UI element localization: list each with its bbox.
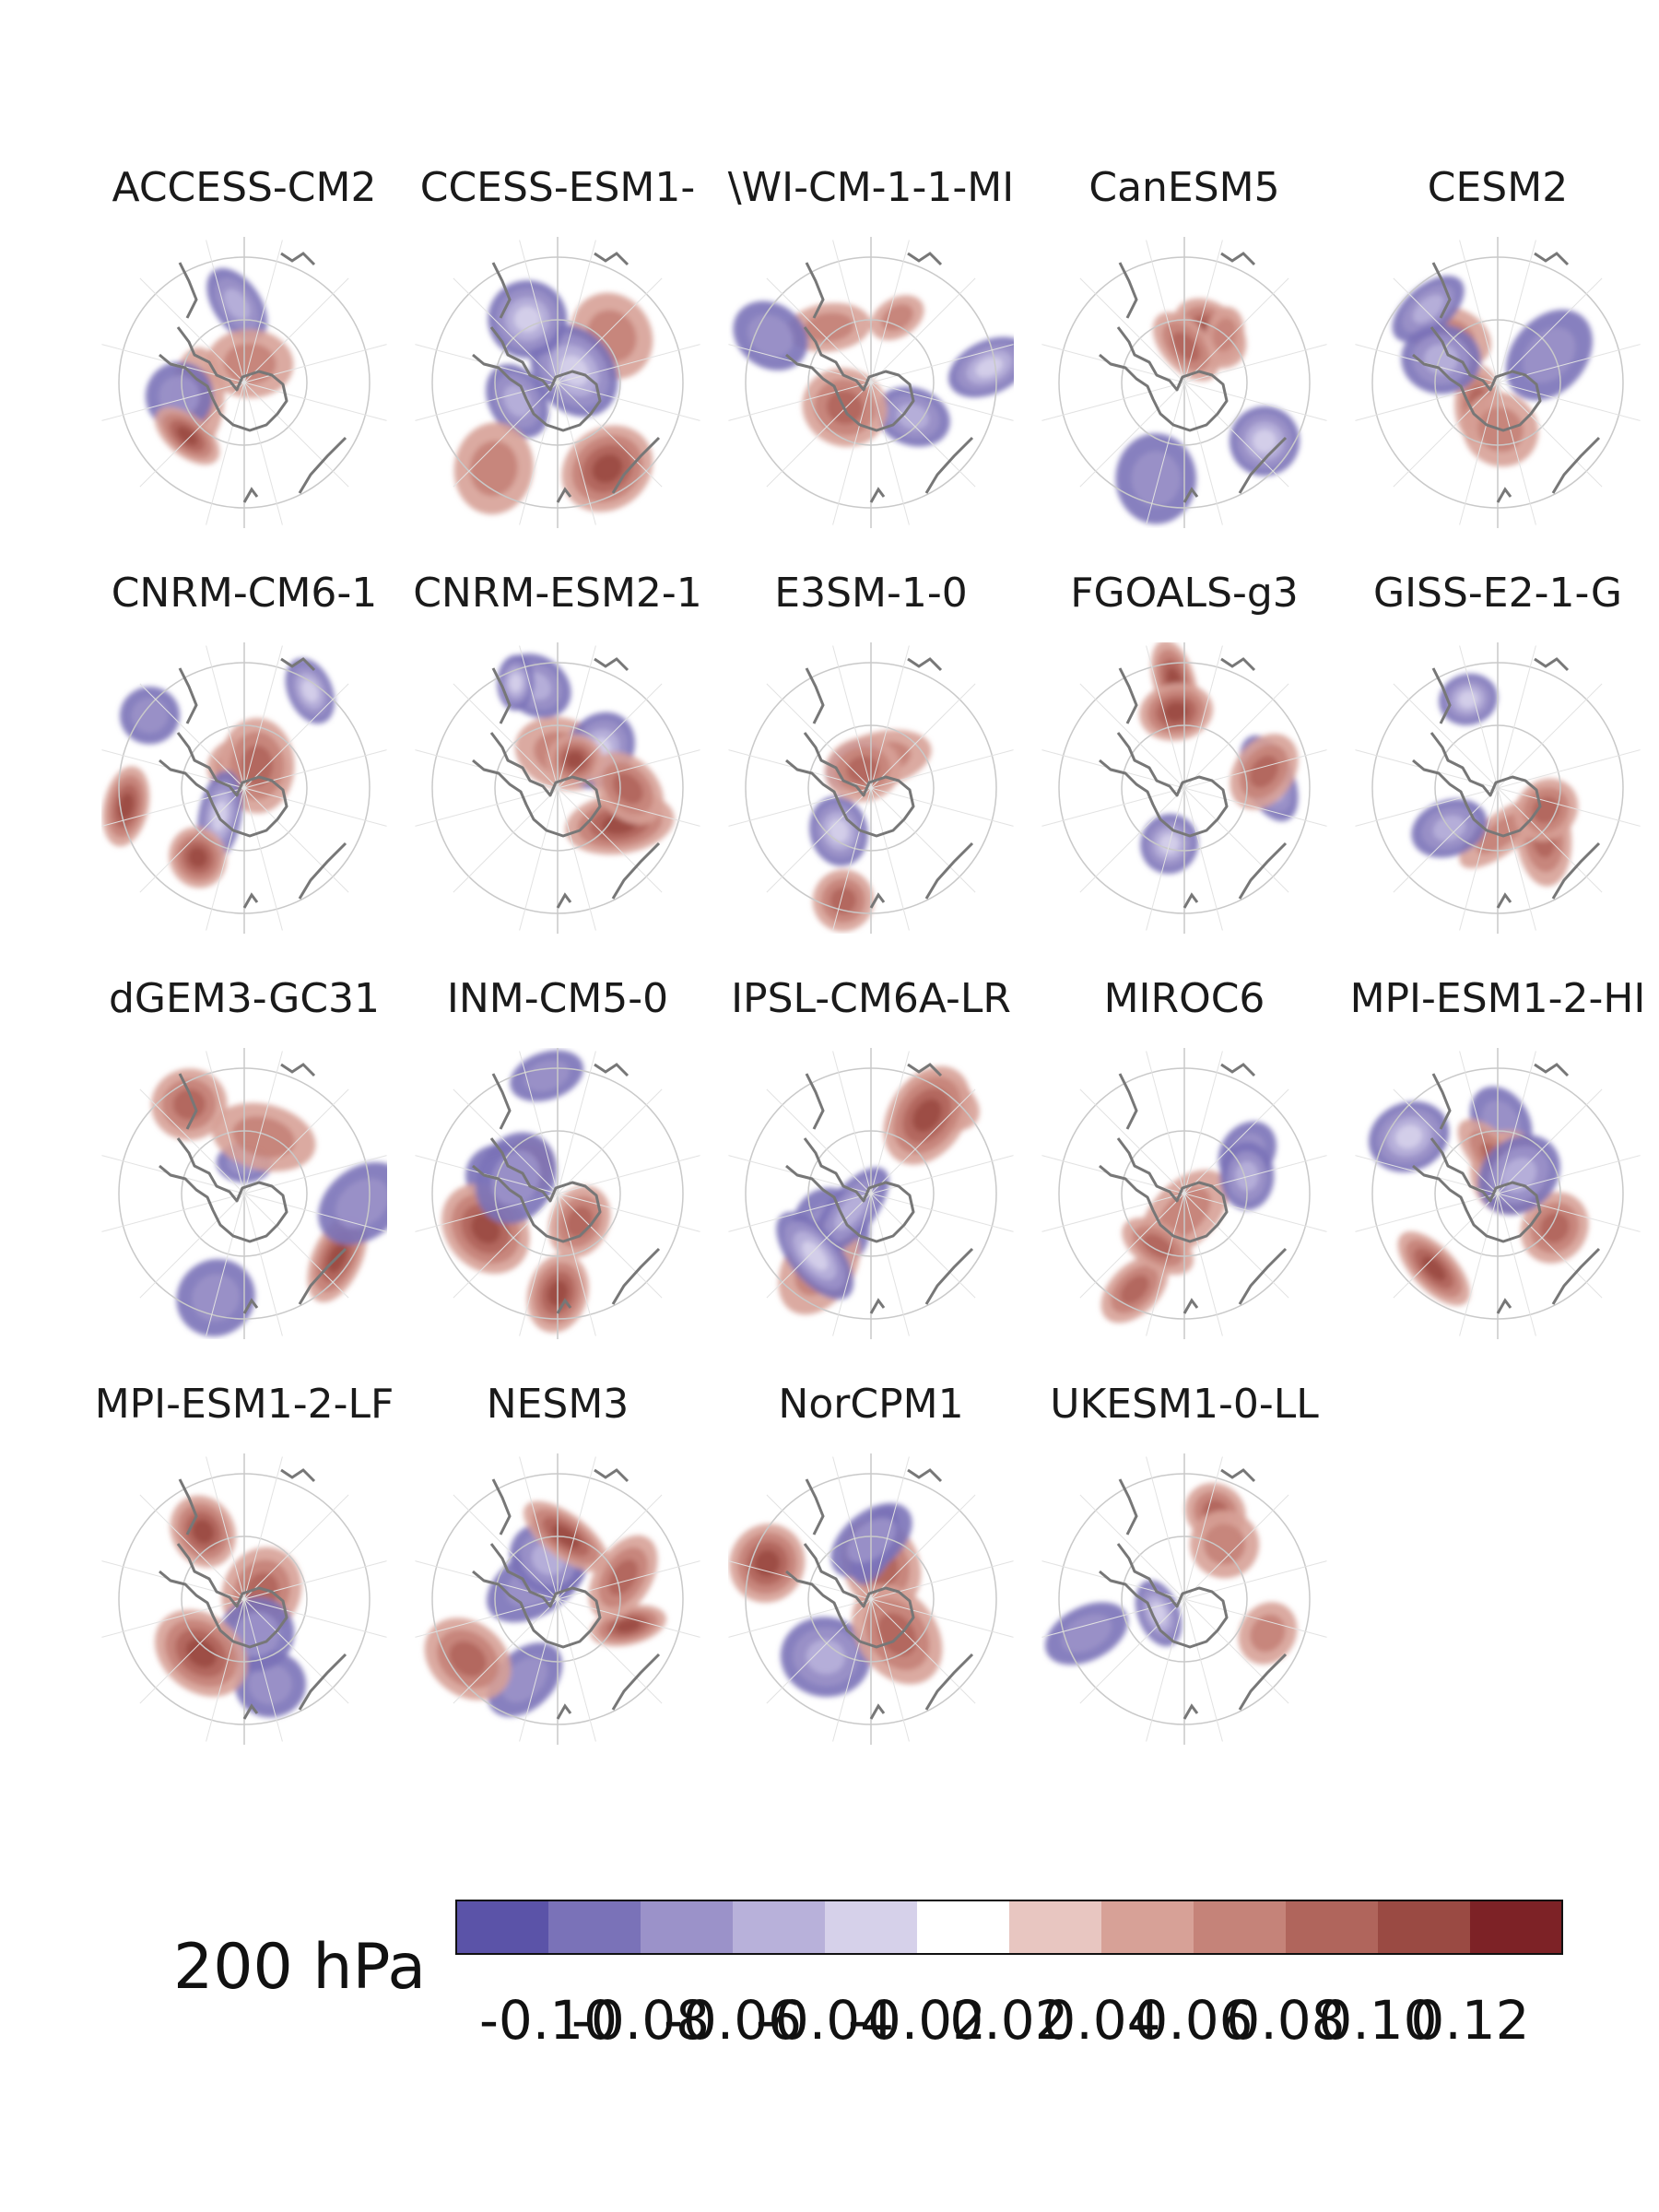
coastline xyxy=(1412,326,1542,432)
map-panel: IPSL-CM6A-LR xyxy=(728,975,1014,1339)
colorbar-tick-label: 0.10 xyxy=(1318,1989,1437,2052)
map-panel: NorCPM1 xyxy=(728,1381,1014,1745)
panel-title: CNRM-ESM2-1 xyxy=(413,570,702,617)
coastline xyxy=(159,326,288,432)
map-panel: MPI-ESM1-2-HI xyxy=(1350,975,1646,1339)
coastline xyxy=(1099,1543,1229,1649)
map-panel: E3SM-1-0 xyxy=(728,570,1014,934)
colorbar-tick-label: 0.06 xyxy=(1134,1989,1253,2052)
panel-title: \WI-CM-1-1-MI xyxy=(728,164,1014,211)
coastline xyxy=(472,1137,602,1243)
colorbar-swatch xyxy=(1009,1900,1102,1954)
colorbar-swatch xyxy=(1194,1900,1287,1954)
anomaly-field xyxy=(424,1500,666,1717)
colorbar-tick-label: -0.06 xyxy=(664,1989,802,2052)
map-panel: CESM2 xyxy=(1355,164,1641,528)
coastline xyxy=(1412,1137,1542,1243)
panel-title: dGEM3-GC31 xyxy=(109,975,380,1022)
coastline xyxy=(785,1137,915,1243)
colorbar-swatch xyxy=(1286,1900,1379,1954)
coastline xyxy=(472,1543,602,1649)
panel-title: CESM2 xyxy=(1428,164,1568,211)
coastline xyxy=(1099,1137,1229,1243)
map-panel: INM-CM5-0 xyxy=(415,975,700,1339)
colorbar-tick-label: -0.02 xyxy=(848,1989,986,2052)
map-panel: CanESM5 xyxy=(1041,164,1327,528)
colorbar-tick-label: 0.02 xyxy=(949,1989,1068,2052)
colorbar-swatch xyxy=(825,1900,918,1954)
anomaly-field xyxy=(145,267,294,465)
colorbar-frame xyxy=(455,1900,1563,1955)
panel-title: MPI-ESM1-2-HI xyxy=(1350,975,1646,1022)
coastline xyxy=(1412,732,1542,838)
panel-title: MPI-ESM1-2-LF xyxy=(95,1381,394,1428)
colorbar-tick-label: 0.12 xyxy=(1410,1989,1529,2052)
colorbar-swatch xyxy=(548,1900,641,1954)
panel-title: CanESM5 xyxy=(1088,164,1279,211)
panel-title: GISS-E2-1-G xyxy=(1373,570,1622,617)
coastline xyxy=(159,732,288,838)
map-panel: MPI-ESM1-2-LF xyxy=(95,1381,394,1745)
coastline xyxy=(785,732,915,838)
map-panel: UKESM1-0-LL xyxy=(1041,1381,1327,1745)
coastline xyxy=(159,1137,288,1243)
coastline xyxy=(1099,326,1229,432)
colorbar-swatch xyxy=(1470,1900,1563,1954)
map-panel: \WI-CM-1-1-MI xyxy=(728,164,1014,528)
coastline xyxy=(1099,732,1229,838)
map-panel: GISS-E2-1-G xyxy=(1355,570,1641,934)
map-panel: CNRM-CM6-1 xyxy=(101,570,387,934)
panel-title: E3SM-1-0 xyxy=(774,570,967,617)
colorbar-tick-label: -0.10 xyxy=(479,1989,618,2052)
panel-title: CNRM-CM6-1 xyxy=(112,570,378,617)
colorbar-swatch xyxy=(1378,1900,1471,1954)
coastline xyxy=(785,1543,915,1649)
map-panel: CCESS-ESM1- xyxy=(415,164,700,528)
map-panel: MIROC6 xyxy=(1041,975,1327,1339)
panel-title: INM-CM5-0 xyxy=(447,975,668,1022)
coastline xyxy=(472,732,602,838)
coastline xyxy=(472,326,602,432)
colorbar-swatch xyxy=(456,1900,549,1954)
map-panel: CNRM-ESM2-1 xyxy=(413,570,702,934)
map-panel: ACCESS-CM2 xyxy=(101,164,387,528)
panel-title: ACCESS-CM2 xyxy=(112,164,377,211)
colorbar-tick-label: 0.08 xyxy=(1226,1989,1345,2052)
panel-title: FGOALS-g3 xyxy=(1070,570,1299,617)
coastline xyxy=(785,326,915,432)
panel-title: CCESS-ESM1- xyxy=(420,164,696,211)
colorbar-tick-label: -0.04 xyxy=(756,1989,894,2052)
panel-title: IPSL-CM6A-LR xyxy=(731,975,1011,1022)
colorbar: 200 hPa -0.10-0.08-0.06-0.04-0.020.020.0… xyxy=(173,1900,1563,2052)
panel-title: UKESM1-0-LL xyxy=(1050,1381,1319,1428)
colorbar-swatch xyxy=(641,1900,734,1954)
map-panel: NESM3 xyxy=(415,1381,700,1745)
map-panel: dGEM3-GC31 xyxy=(101,975,387,1339)
map-panels: ACCESS-CM2 CCESS-ESM1- \WI-CM-1-1-MI CanESM… xyxy=(95,164,1646,1745)
coastline xyxy=(159,1543,288,1649)
panel-title: MIROC6 xyxy=(1104,975,1265,1022)
colorbar-swatch xyxy=(733,1900,826,1954)
colorbar-tick-label: 0.04 xyxy=(1041,1989,1160,2052)
map-panel: FGOALS-g3 xyxy=(1041,570,1327,934)
colorbar-tick-label: -0.08 xyxy=(571,1989,710,2052)
panel-title: NorCPM1 xyxy=(778,1381,963,1428)
colorbar-swatch xyxy=(917,1900,1010,1954)
pressure-level-label: 200 hPa xyxy=(173,1931,426,2004)
colorbar-swatch xyxy=(1101,1900,1194,1954)
panel-title: NESM3 xyxy=(487,1381,629,1428)
